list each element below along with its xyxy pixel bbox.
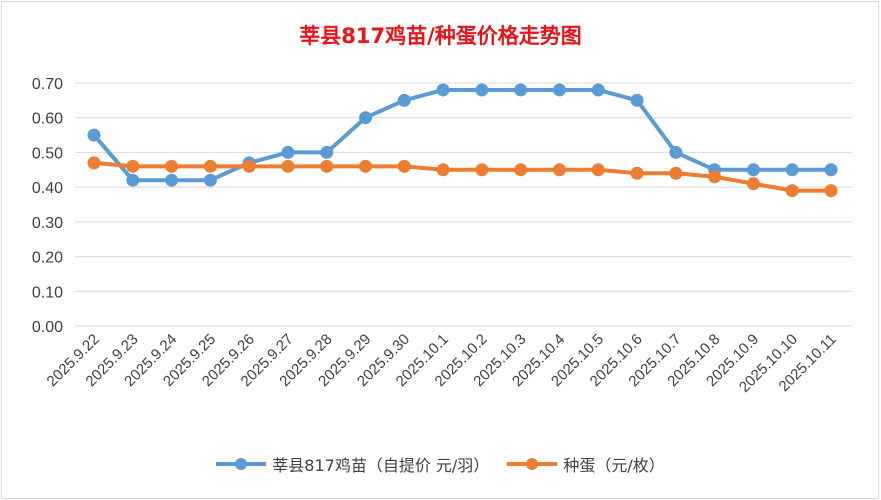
data-point-0 bbox=[591, 83, 605, 97]
data-point-0 bbox=[320, 145, 334, 159]
data-point-1 bbox=[126, 159, 140, 173]
data-point-0 bbox=[397, 93, 411, 107]
data-point-0 bbox=[203, 173, 217, 187]
data-point-1 bbox=[281, 159, 295, 173]
series-line-0 bbox=[92, 87, 831, 183]
data-point-1 bbox=[514, 163, 528, 177]
data-point-0 bbox=[436, 83, 450, 97]
data-point-0 bbox=[824, 163, 838, 177]
legend-label-chick: 莘县817鸡苗（自提价 元/羽） bbox=[272, 456, 490, 475]
legend-marker-chick bbox=[216, 458, 267, 470]
data-point-1 bbox=[669, 166, 683, 180]
data-point-1 bbox=[242, 159, 256, 173]
legend-label-egg: 种蛋（元/枚） bbox=[563, 456, 665, 475]
data-point-1 bbox=[630, 166, 644, 180]
data-point-0 bbox=[87, 128, 101, 142]
data-point-0 bbox=[165, 173, 179, 187]
data-point-1 bbox=[746, 177, 760, 191]
data-point-1 bbox=[436, 163, 450, 177]
data-point-0 bbox=[281, 145, 295, 159]
data-point-1 bbox=[591, 163, 605, 177]
data-point-1 bbox=[87, 156, 101, 170]
legend-item-egg: 种蛋（元/枚） bbox=[507, 452, 665, 476]
y-tick-label: 0.40 bbox=[32, 180, 63, 197]
legend-marker-egg bbox=[507, 458, 558, 470]
y-tick-label: 0.30 bbox=[32, 215, 63, 232]
data-point-1 bbox=[824, 184, 838, 198]
data-point-1 bbox=[359, 159, 373, 173]
data-point-1 bbox=[397, 159, 411, 173]
data-point-0 bbox=[552, 83, 566, 97]
data-point-0 bbox=[475, 83, 489, 97]
y-tick-label: 0.60 bbox=[32, 111, 63, 128]
y-tick-label: 0.50 bbox=[32, 145, 63, 162]
data-point-1 bbox=[203, 159, 217, 173]
y-tick-label: 0.20 bbox=[32, 250, 63, 267]
data-point-0 bbox=[669, 145, 683, 159]
data-point-1 bbox=[475, 163, 489, 177]
legend: 莘县817鸡苗（自提价 元/羽） 种蛋（元/枚） bbox=[0, 452, 881, 476]
data-point-1 bbox=[320, 159, 334, 173]
data-point-0 bbox=[785, 163, 799, 177]
y-tick-label: 0.70 bbox=[32, 76, 63, 93]
data-point-0 bbox=[746, 163, 760, 177]
data-point-1 bbox=[708, 170, 722, 184]
data-point-1 bbox=[165, 159, 179, 173]
data-point-0 bbox=[514, 83, 528, 97]
legend-item-chick: 莘县817鸡苗（自提价 元/羽） bbox=[216, 452, 489, 476]
y-tick-label: 0.10 bbox=[32, 284, 63, 301]
data-point-1 bbox=[785, 184, 799, 198]
data-point-0 bbox=[126, 173, 140, 187]
data-point-0 bbox=[630, 93, 644, 107]
chart-title: 莘县817鸡苗/种蛋价格走势图 bbox=[299, 24, 582, 48]
data-point-0 bbox=[359, 111, 373, 125]
y-tick-label: 0.00 bbox=[32, 319, 63, 336]
data-point-1 bbox=[552, 163, 566, 177]
